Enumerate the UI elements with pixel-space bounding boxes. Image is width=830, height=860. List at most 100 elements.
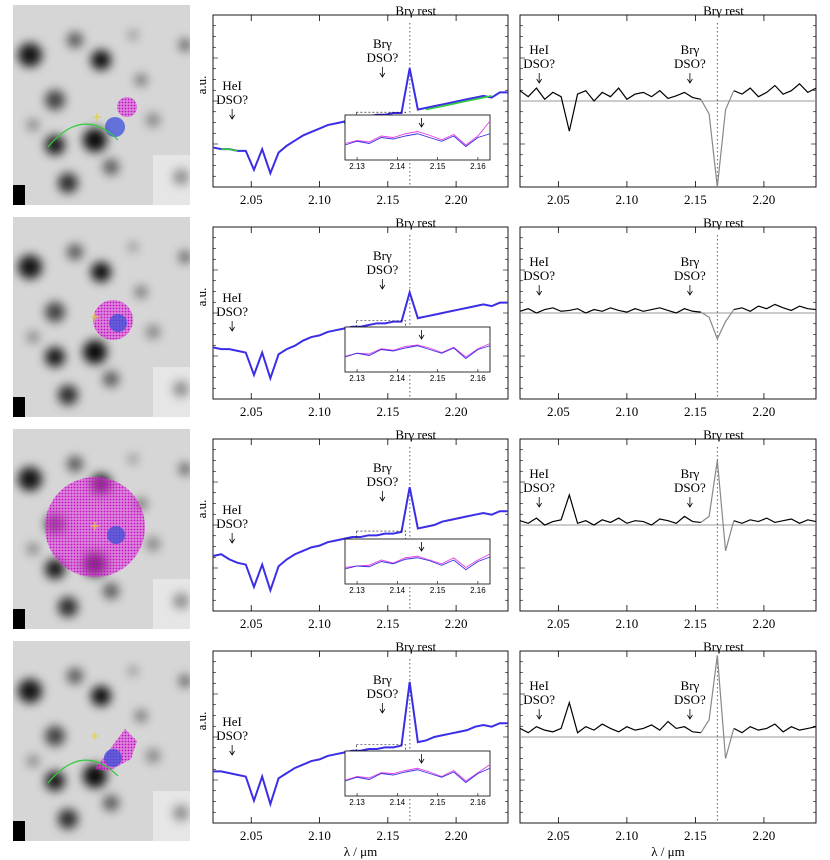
source: [105, 117, 125, 137]
x-tick-label: 2.15: [684, 192, 707, 207]
source: [104, 749, 122, 767]
annotation: Brγ rest: [703, 215, 744, 230]
annotation: Brγ rest: [395, 3, 436, 18]
image-content: [13, 429, 190, 629]
center-cross: [91, 313, 99, 321]
annotation: DSO?: [366, 262, 398, 277]
star: [18, 255, 42, 279]
image-corner: [13, 185, 25, 205]
x-tick-label: 2.20: [753, 404, 776, 419]
source: [107, 526, 125, 544]
spectrum-line: [344, 767, 491, 784]
annotation: HeI: [222, 78, 242, 93]
star: [128, 242, 138, 252]
annotation: DSO?: [366, 474, 398, 489]
center-cross: [91, 732, 99, 740]
arrow-head: [536, 78, 543, 84]
annotation: DSO?: [523, 56, 555, 71]
inset-frame: [344, 326, 491, 373]
star: [45, 726, 65, 746]
x-tick-label: 2.15: [376, 828, 399, 843]
aperture: [117, 97, 137, 117]
star: [103, 795, 119, 811]
annotation: DSO?: [674, 268, 706, 283]
star: [146, 537, 160, 551]
star: [67, 244, 83, 260]
annotation: Brγ: [681, 254, 700, 269]
star: [67, 456, 83, 472]
annotation: DSO?: [674, 692, 706, 707]
x-tick-label: 2.20: [445, 404, 468, 419]
star: [135, 710, 147, 722]
inset-tick-label: 2.13: [349, 374, 365, 383]
image-content: [13, 641, 190, 841]
star: [45, 135, 65, 155]
star: [58, 597, 78, 617]
x-tick-label: 2.10: [616, 192, 639, 207]
inset-tick-label: 2.13: [349, 586, 365, 595]
inset-frame: [344, 114, 491, 161]
arrow-head: [536, 290, 543, 296]
star: [58, 809, 78, 829]
annotation: DSO?: [523, 480, 555, 495]
y-axis-label: a.u.: [194, 288, 209, 307]
arrow-head: [229, 538, 235, 544]
zoom-box: [356, 530, 406, 542]
annotation: DSO?: [366, 686, 398, 701]
arrow-head: [379, 284, 386, 290]
spectrum-line: [700, 90, 735, 188]
annotation: Brγ: [681, 466, 700, 481]
star: [173, 169, 189, 185]
annotation: Brγ: [373, 672, 392, 687]
field-image: [13, 217, 190, 417]
star: [135, 286, 147, 298]
inset-tick-label: 2.15: [430, 374, 446, 383]
image-content: [13, 217, 190, 417]
annotation: Brγ: [681, 678, 700, 693]
inset-tick-label: 2.16: [470, 162, 486, 171]
annotation: Brγ rest: [703, 639, 744, 654]
annotation: DSO?: [216, 304, 248, 319]
arrow-head: [229, 326, 235, 332]
inset-tick-label: 2.14: [390, 374, 406, 383]
inset-frame: [344, 750, 491, 797]
star: [27, 543, 39, 555]
inset-tick-label: 2.15: [430, 162, 446, 171]
star: [128, 454, 138, 464]
star: [18, 43, 42, 67]
image-corner: [13, 609, 25, 629]
x-tick-label: 2.15: [376, 616, 399, 631]
x-tick-label: 2.15: [684, 616, 707, 631]
spectrum-line: [344, 343, 491, 358]
center-cross: [91, 522, 99, 530]
spectrum-line: [700, 655, 735, 759]
spectrum-line: [344, 120, 491, 146]
inset-tick-label: 2.14: [390, 162, 406, 171]
annotation: DSO?: [674, 480, 706, 495]
annotation: Brγ: [373, 36, 392, 51]
spectrum-line: [519, 492, 817, 526]
x-tick-label: 2.20: [753, 828, 776, 843]
arrow-head: [229, 114, 235, 120]
x-tick-label: 2.05: [547, 616, 570, 631]
field-image: [13, 5, 190, 205]
x-tick-label: 2.10: [308, 404, 331, 419]
x-axis-label: λ / μm: [651, 844, 685, 859]
stars: [18, 30, 190, 193]
annotation: HeI: [529, 678, 549, 693]
annotation: DSO?: [523, 268, 555, 283]
arrow-head: [379, 72, 386, 78]
inset-tick-label: 2.16: [470, 798, 486, 807]
star: [173, 381, 189, 397]
annotation: Brγ: [373, 460, 392, 475]
star: [179, 251, 190, 263]
x-tick-label: 2.10: [616, 616, 639, 631]
inset-frame: [344, 538, 491, 585]
image-content: [13, 5, 190, 205]
star: [83, 340, 107, 364]
arrow-head: [536, 502, 543, 508]
annotation: HeI: [529, 42, 549, 57]
star: [83, 764, 107, 788]
spectrum-line: [700, 309, 735, 341]
